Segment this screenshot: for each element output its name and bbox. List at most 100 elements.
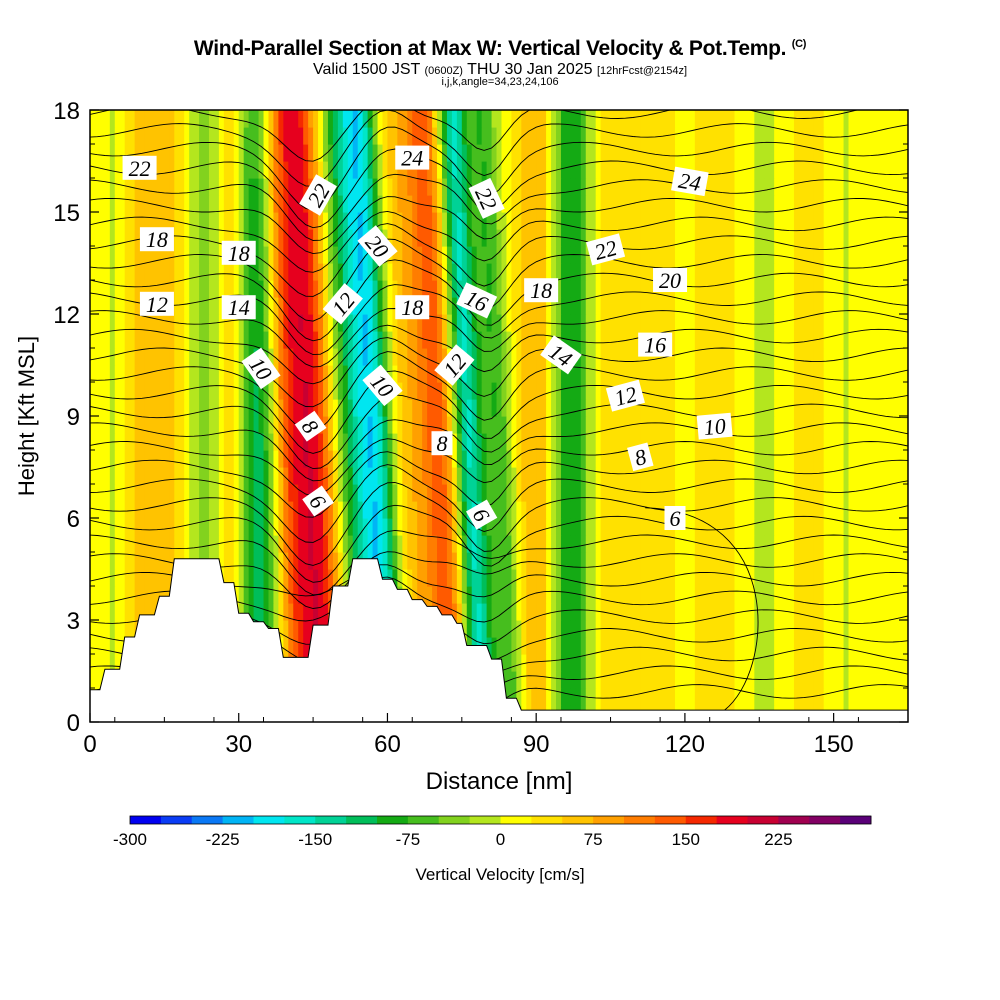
w-cell [556, 654, 562, 672]
w-cell [208, 518, 215, 536]
w-cell [129, 586, 136, 604]
w-cell [565, 620, 572, 638]
w-cell [868, 671, 874, 689]
w-cell [496, 314, 503, 332]
w-cell [441, 263, 448, 281]
w-cell [674, 535, 681, 553]
w-cell [670, 246, 676, 264]
w-cell [556, 399, 562, 417]
w-cell [674, 365, 681, 383]
w-cell [456, 416, 463, 434]
w-cell [650, 535, 656, 553]
w-cell [511, 450, 517, 468]
w-cell [278, 433, 284, 451]
w-cell [813, 569, 820, 587]
w-cell [144, 552, 151, 570]
w-cell [729, 263, 736, 281]
w-cell [734, 586, 741, 604]
w-cell [94, 263, 101, 281]
w-cell [432, 399, 438, 417]
w-cell [546, 603, 552, 621]
w-cell [883, 603, 889, 621]
w-cell [645, 518, 651, 536]
w-cell [684, 535, 691, 553]
w-cell [491, 297, 498, 315]
w-cell [179, 501, 185, 519]
w-cell [739, 348, 745, 366]
w-cell [154, 195, 161, 213]
w-cell [268, 382, 275, 400]
w-cell [104, 399, 111, 417]
w-cell [238, 603, 245, 621]
w-cell [273, 331, 279, 349]
w-cell [149, 569, 156, 587]
w-cell [808, 569, 815, 587]
w-cell [496, 297, 503, 315]
w-cell [104, 518, 111, 536]
w-cell [551, 212, 557, 230]
w-cell [694, 348, 701, 366]
w-cell [303, 365, 309, 383]
w-cell [575, 416, 582, 434]
w-cell [878, 552, 884, 570]
w-cell [377, 484, 384, 502]
w-cell [744, 688, 750, 706]
w-cell [724, 484, 731, 502]
w-cell [99, 280, 106, 298]
w-cell [714, 246, 721, 264]
w-cell [630, 688, 636, 706]
w-cell [109, 246, 116, 264]
w-cell [769, 569, 775, 587]
w-cell [769, 212, 775, 230]
w-cell [189, 348, 195, 366]
w-cell [397, 246, 403, 264]
w-cell [179, 348, 185, 366]
w-cell [223, 229, 230, 247]
w-cell [184, 433, 190, 451]
w-cell [258, 484, 265, 502]
w-cell [382, 484, 389, 502]
w-cell [684, 246, 691, 264]
w-cell [531, 654, 537, 672]
w-cell [332, 569, 339, 587]
w-cell [828, 297, 835, 315]
w-cell [769, 671, 775, 689]
w-cell [744, 535, 750, 553]
w-cell [298, 433, 304, 451]
w-cell [501, 416, 508, 434]
w-cell [213, 382, 220, 400]
w-cell [337, 263, 344, 281]
w-cell [402, 467, 408, 485]
w-cell [684, 348, 691, 366]
w-cell [104, 535, 111, 553]
w-cell [327, 229, 334, 247]
w-cell [471, 433, 478, 451]
w-cell [734, 535, 741, 553]
w-cell [318, 569, 324, 587]
w-cell [684, 569, 691, 587]
w-cell [803, 365, 810, 383]
w-cell [595, 518, 602, 536]
w-cell [674, 450, 681, 468]
w-cell [551, 314, 557, 332]
w-cell [674, 586, 681, 604]
w-cell [293, 484, 299, 502]
w-cell [670, 552, 676, 570]
w-cell [377, 518, 384, 536]
w-cell [759, 518, 765, 536]
w-cell [774, 552, 780, 570]
w-cell [769, 603, 775, 621]
w-cell [521, 416, 527, 434]
w-cell [387, 501, 394, 519]
w-cell [779, 382, 785, 400]
w-cell [595, 552, 602, 570]
w-cell [719, 348, 726, 366]
w-cell [288, 263, 294, 281]
w-cell [268, 297, 275, 315]
w-cell [585, 280, 592, 298]
w-cell [184, 382, 190, 400]
w-cell [734, 399, 741, 417]
w-cell [213, 195, 220, 213]
w-cell [640, 280, 646, 298]
w-cell [625, 484, 631, 502]
